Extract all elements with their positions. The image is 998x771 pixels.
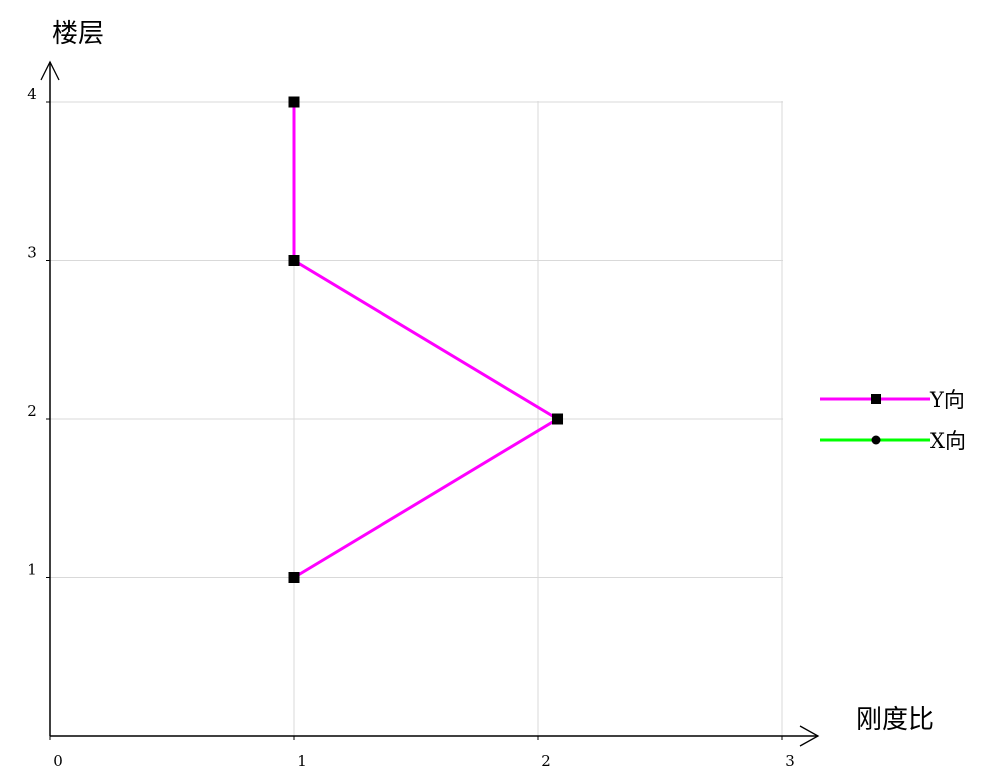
x-tick-label: 2 (541, 752, 551, 770)
y-tick-label: 2 (27, 402, 37, 420)
legend: Y向 X向 (820, 388, 966, 453)
data-point-marker (288, 96, 300, 108)
x-tick-label: 0 (53, 752, 63, 770)
data-point-marker (288, 572, 300, 583)
tick-labels: 0 1 2 3 1 2 3 4 (27, 85, 795, 770)
y-tick-label: 4 (27, 85, 37, 103)
legend-marker (871, 435, 881, 445)
grid (50, 101, 783, 736)
data-point-marker (552, 413, 564, 425)
y-axis-title: 楼层 (52, 19, 104, 49)
series-layer (288, 96, 564, 583)
y-tick-label: 1 (27, 561, 37, 579)
data-point-marker (288, 255, 300, 266)
x-axis-arrow (799, 725, 820, 747)
x-tick-label: 3 (785, 752, 795, 770)
legend-label: X向 (930, 429, 966, 453)
y-tick-label: 3 (27, 244, 37, 262)
axes (40, 60, 820, 747)
legend-marker (871, 394, 881, 404)
x-axis-title: 刚度比 (856, 705, 934, 735)
legend-label: Y向 (929, 388, 965, 412)
y-axis-arrow (40, 60, 60, 81)
series-line (292, 102, 561, 579)
x-tick-label: 1 (297, 752, 307, 770)
